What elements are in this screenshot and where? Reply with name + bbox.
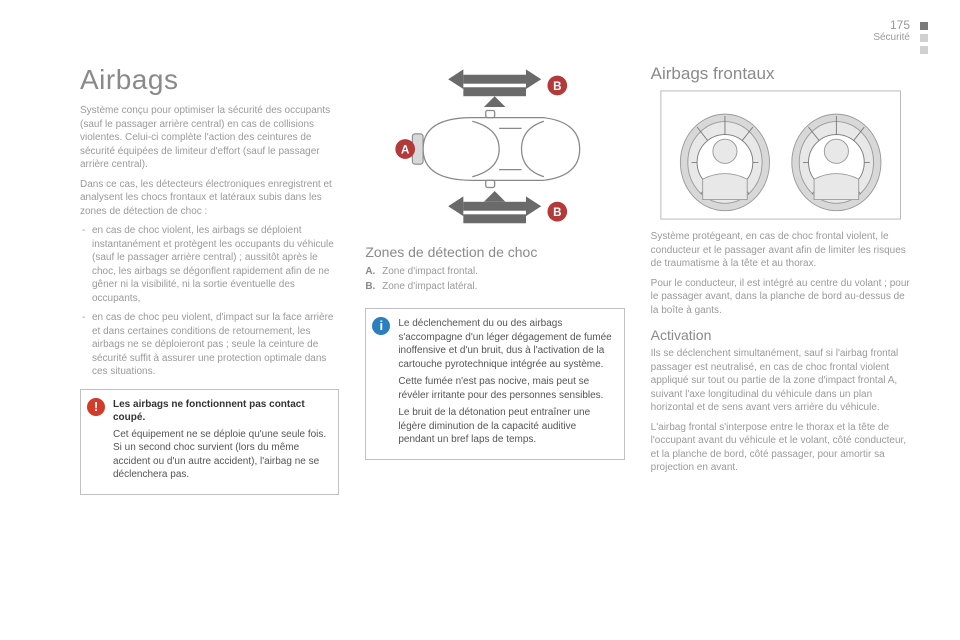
page: 175 Sécurité Airbags Système conçu pour … [0,0,960,640]
bullet-item: en cas de choc peu violent, d'impact sur… [80,311,339,379]
page-number: 175 [873,18,910,32]
page-header: 175 Sécurité [873,18,910,43]
column-middle: B [365,64,624,495]
legend-label: Zone d'impact frontal. [382,266,478,277]
activation-title: Activation [651,327,910,343]
section-label: Sécurité [873,32,910,43]
zones-title: Zones de détection de choc [365,244,624,260]
legend-item: B. Zone d'impact latéral. [365,279,624,294]
warning-title: Les airbags ne fonctionnent pas contact … [113,398,328,425]
warning-callout: ! Les airbags ne fonctionnent pas contac… [80,389,339,495]
info-p3: Le bruit de la détonation peut entraîner… [398,406,613,447]
activation-p1: Ils se déclenchent simultanément, sauf s… [651,347,910,415]
frontal-p2: Pour le conducteur, il est intégré au ce… [651,277,910,318]
frontal-airbags-diagram [651,90,910,220]
frontal-p1: Système protégeant, en cas de choc front… [651,230,910,271]
warning-body: Cet équipement ne se déploie qu'une seul… [113,428,328,482]
side-tab-marks [920,22,928,54]
info-p1: Le déclenchement du ou des airbags s'acc… [398,317,613,371]
legend-key: A. [365,266,375,277]
intro-paragraph-2: Dans ce cas, les détecteurs électronique… [80,178,339,219]
tab-mark [920,46,928,54]
column-left: Airbags Système conçu pour optimiser la … [80,64,339,495]
info-icon: i [372,317,390,335]
frontal-airbags-title: Airbags frontaux [651,64,910,84]
svg-text:A: A [401,143,410,156]
legend-item: A. Zone d'impact frontal. [365,264,624,279]
page-title: Airbags [80,64,339,96]
info-callout: i Le déclenchement du ou des airbags s'a… [365,308,624,460]
info-p2: Cette fumée n'est pas nocive, mais peut … [398,375,613,402]
activation-p2: L'airbag frontal s'interpose entre le th… [651,421,910,475]
intro-paragraph: Système conçu pour optimiser la sécurité… [80,104,339,172]
airbag-bullets: en cas de choc violent, les airbags se d… [80,224,339,379]
svg-text:B: B [553,80,561,93]
warning-icon: ! [87,398,105,416]
tab-mark [920,34,928,42]
svg-text:B: B [553,206,561,219]
bullet-item: en cas de choc violent, les airbags se d… [80,224,339,305]
tab-mark [920,22,928,30]
column-right: Airbags frontaux [651,64,910,495]
impact-zones-diagram: B [365,64,624,234]
content-columns: Airbags Système conçu pour optimiser la … [80,64,910,495]
legend-label: Zone d'impact latéral. [382,281,477,292]
legend-key: B. [365,281,375,292]
